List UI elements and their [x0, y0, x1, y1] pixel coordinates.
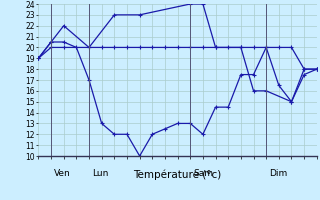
Text: Dim: Dim	[269, 168, 287, 178]
X-axis label: Température (°c): Température (°c)	[133, 170, 222, 180]
Text: Ven: Ven	[54, 168, 71, 178]
Text: Lun: Lun	[92, 168, 108, 178]
Text: Sam: Sam	[193, 168, 213, 178]
